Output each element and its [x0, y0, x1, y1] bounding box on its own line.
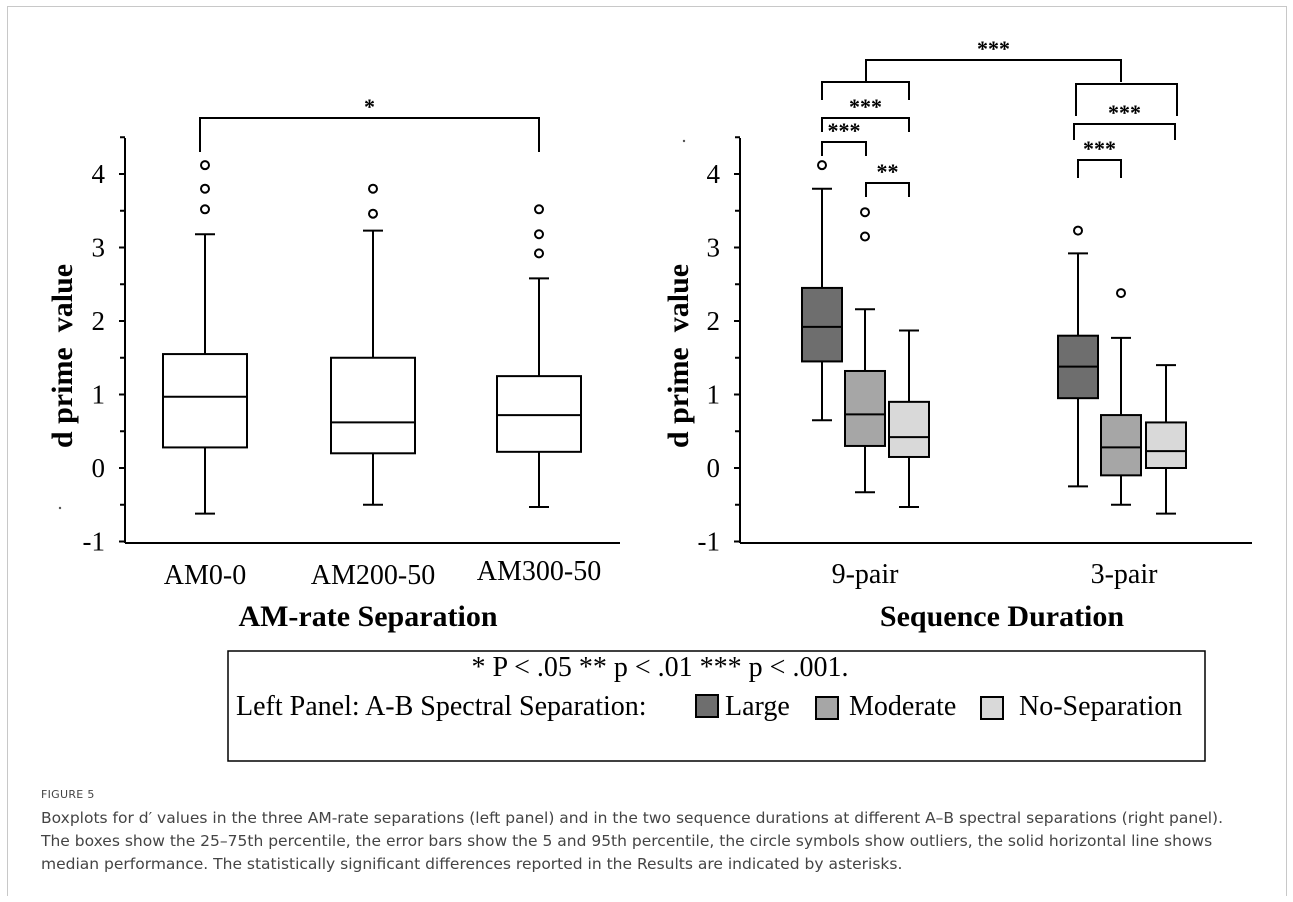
y-tick-label: 4	[707, 159, 721, 189]
legend-significance-line: * P < .05 ** p < .01 *** p < .001.	[472, 652, 849, 683]
legend-swatch-large	[695, 694, 719, 718]
y-tick-label: 0	[92, 453, 106, 483]
x-category-label: AM300-50	[477, 556, 601, 587]
y-tick-label: 1	[707, 380, 721, 410]
significance-bracket-9pair-moderate-none	[865, 182, 910, 197]
box-iqr	[844, 369, 886, 447]
x-category-label: AM200-50	[311, 560, 435, 591]
x-axis-title: Sequence Duration	[880, 600, 1124, 633]
legend-label-large: Large	[725, 691, 790, 722]
right-panel: 4 3 2 1 0 -1 d prime value Sequence Duration 9-p…	[662, 36, 1252, 633]
y-tick-label: 3	[92, 233, 106, 263]
x-axis-title: AM-rate Separation	[238, 600, 497, 633]
y-tick-label: 4	[92, 159, 106, 189]
significance-bracket-label: *	[364, 94, 375, 119]
significance-bracket-3pair-large-none-label: ***	[1108, 100, 1141, 125]
significance-bracket-9pair-large-none-label: ***	[849, 94, 882, 119]
x-category-label: 9-pair	[832, 559, 900, 590]
box-iqr	[888, 400, 930, 458]
y-tick-label: 2	[707, 306, 721, 336]
box-iqr	[330, 356, 416, 455]
outlier-point	[200, 160, 210, 171]
caption: FIGURE 5 Boxplots for d′ values in the t…	[41, 788, 1256, 876]
legend-box: * P < .05 ** p < .01 *** p < .001. Left …	[227, 650, 1206, 762]
box-iqr	[1145, 421, 1187, 469]
legend-panel-label: Left Panel: A-B Spectral Separation:	[236, 691, 647, 722]
significance-bracket-groups-label: ***	[977, 36, 1010, 61]
box-iqr	[801, 286, 843, 363]
y-tick-label: 0	[707, 453, 721, 483]
outlier-point	[368, 183, 378, 194]
boxplot-figure: 4 3 2 1 0 -1 d prime value AM-rate Separation AM…	[46, 36, 1252, 762]
y-tick-label: -1	[698, 527, 721, 557]
outlier-point	[200, 183, 210, 194]
figure-label: FIGURE 5	[41, 788, 95, 801]
significance-bracket-3pair-large-none	[1073, 123, 1176, 140]
significance-bracket-groups	[865, 59, 1122, 82]
box-iqr	[1100, 414, 1142, 477]
box-iqr	[496, 375, 582, 453]
stray-dot	[58, 506, 62, 510]
y-axis-title: d prime value	[662, 264, 695, 448]
legend-swatch-moderate	[815, 696, 839, 720]
left-panel: 4 3 2 1 0 -1 d prime value AM-rate Separation AM…	[46, 94, 620, 633]
figure-frame	[7, 6, 1287, 896]
significance-bracket-3pair-large-moderate-label: ***	[1083, 136, 1116, 161]
significance-bracket	[199, 117, 540, 152]
legend-swatch-no-separation	[980, 696, 1004, 720]
box-iqr	[162, 353, 248, 449]
outlier-point	[860, 231, 870, 242]
outlier-point	[1116, 288, 1126, 299]
significance-bracket-3pair-large-moderate	[1077, 159, 1122, 178]
group-bracket-3pair	[1075, 83, 1178, 116]
y-tick-label: 2	[92, 306, 106, 336]
y-tick-label: 1	[92, 380, 106, 410]
significance-bracket-9pair-large-none	[821, 117, 910, 132]
outlier-point	[817, 160, 827, 171]
x-category-label: 3-pair	[1091, 559, 1159, 590]
significance-bracket-9pair-large-moderate-label: ***	[828, 118, 861, 143]
figure-caption-text: Boxplots for d′ values in the three AM-r…	[41, 809, 1224, 873]
outlier-point	[1073, 225, 1083, 236]
outlier-point	[534, 229, 544, 240]
legend-label-moderate: Moderate	[849, 691, 956, 722]
outlier-point	[860, 207, 870, 218]
outlier-point	[200, 204, 210, 215]
outlier-point	[368, 208, 378, 219]
outlier-point	[534, 248, 544, 259]
y-tick-label: -1	[83, 527, 106, 557]
y-tick-label: 3	[707, 233, 721, 263]
legend-label-no-separation: No-Separation	[1019, 691, 1182, 722]
significance-bracket-9pair-large-moderate	[821, 141, 867, 156]
x-category-label: AM0-0	[164, 560, 246, 591]
y-axis-title: d prime value	[46, 264, 79, 448]
outlier-point	[534, 204, 544, 215]
stray-dot	[682, 139, 686, 143]
group-bracket-9pair	[821, 81, 910, 100]
significance-bracket-9pair-moderate-none-label: **	[877, 159, 899, 184]
